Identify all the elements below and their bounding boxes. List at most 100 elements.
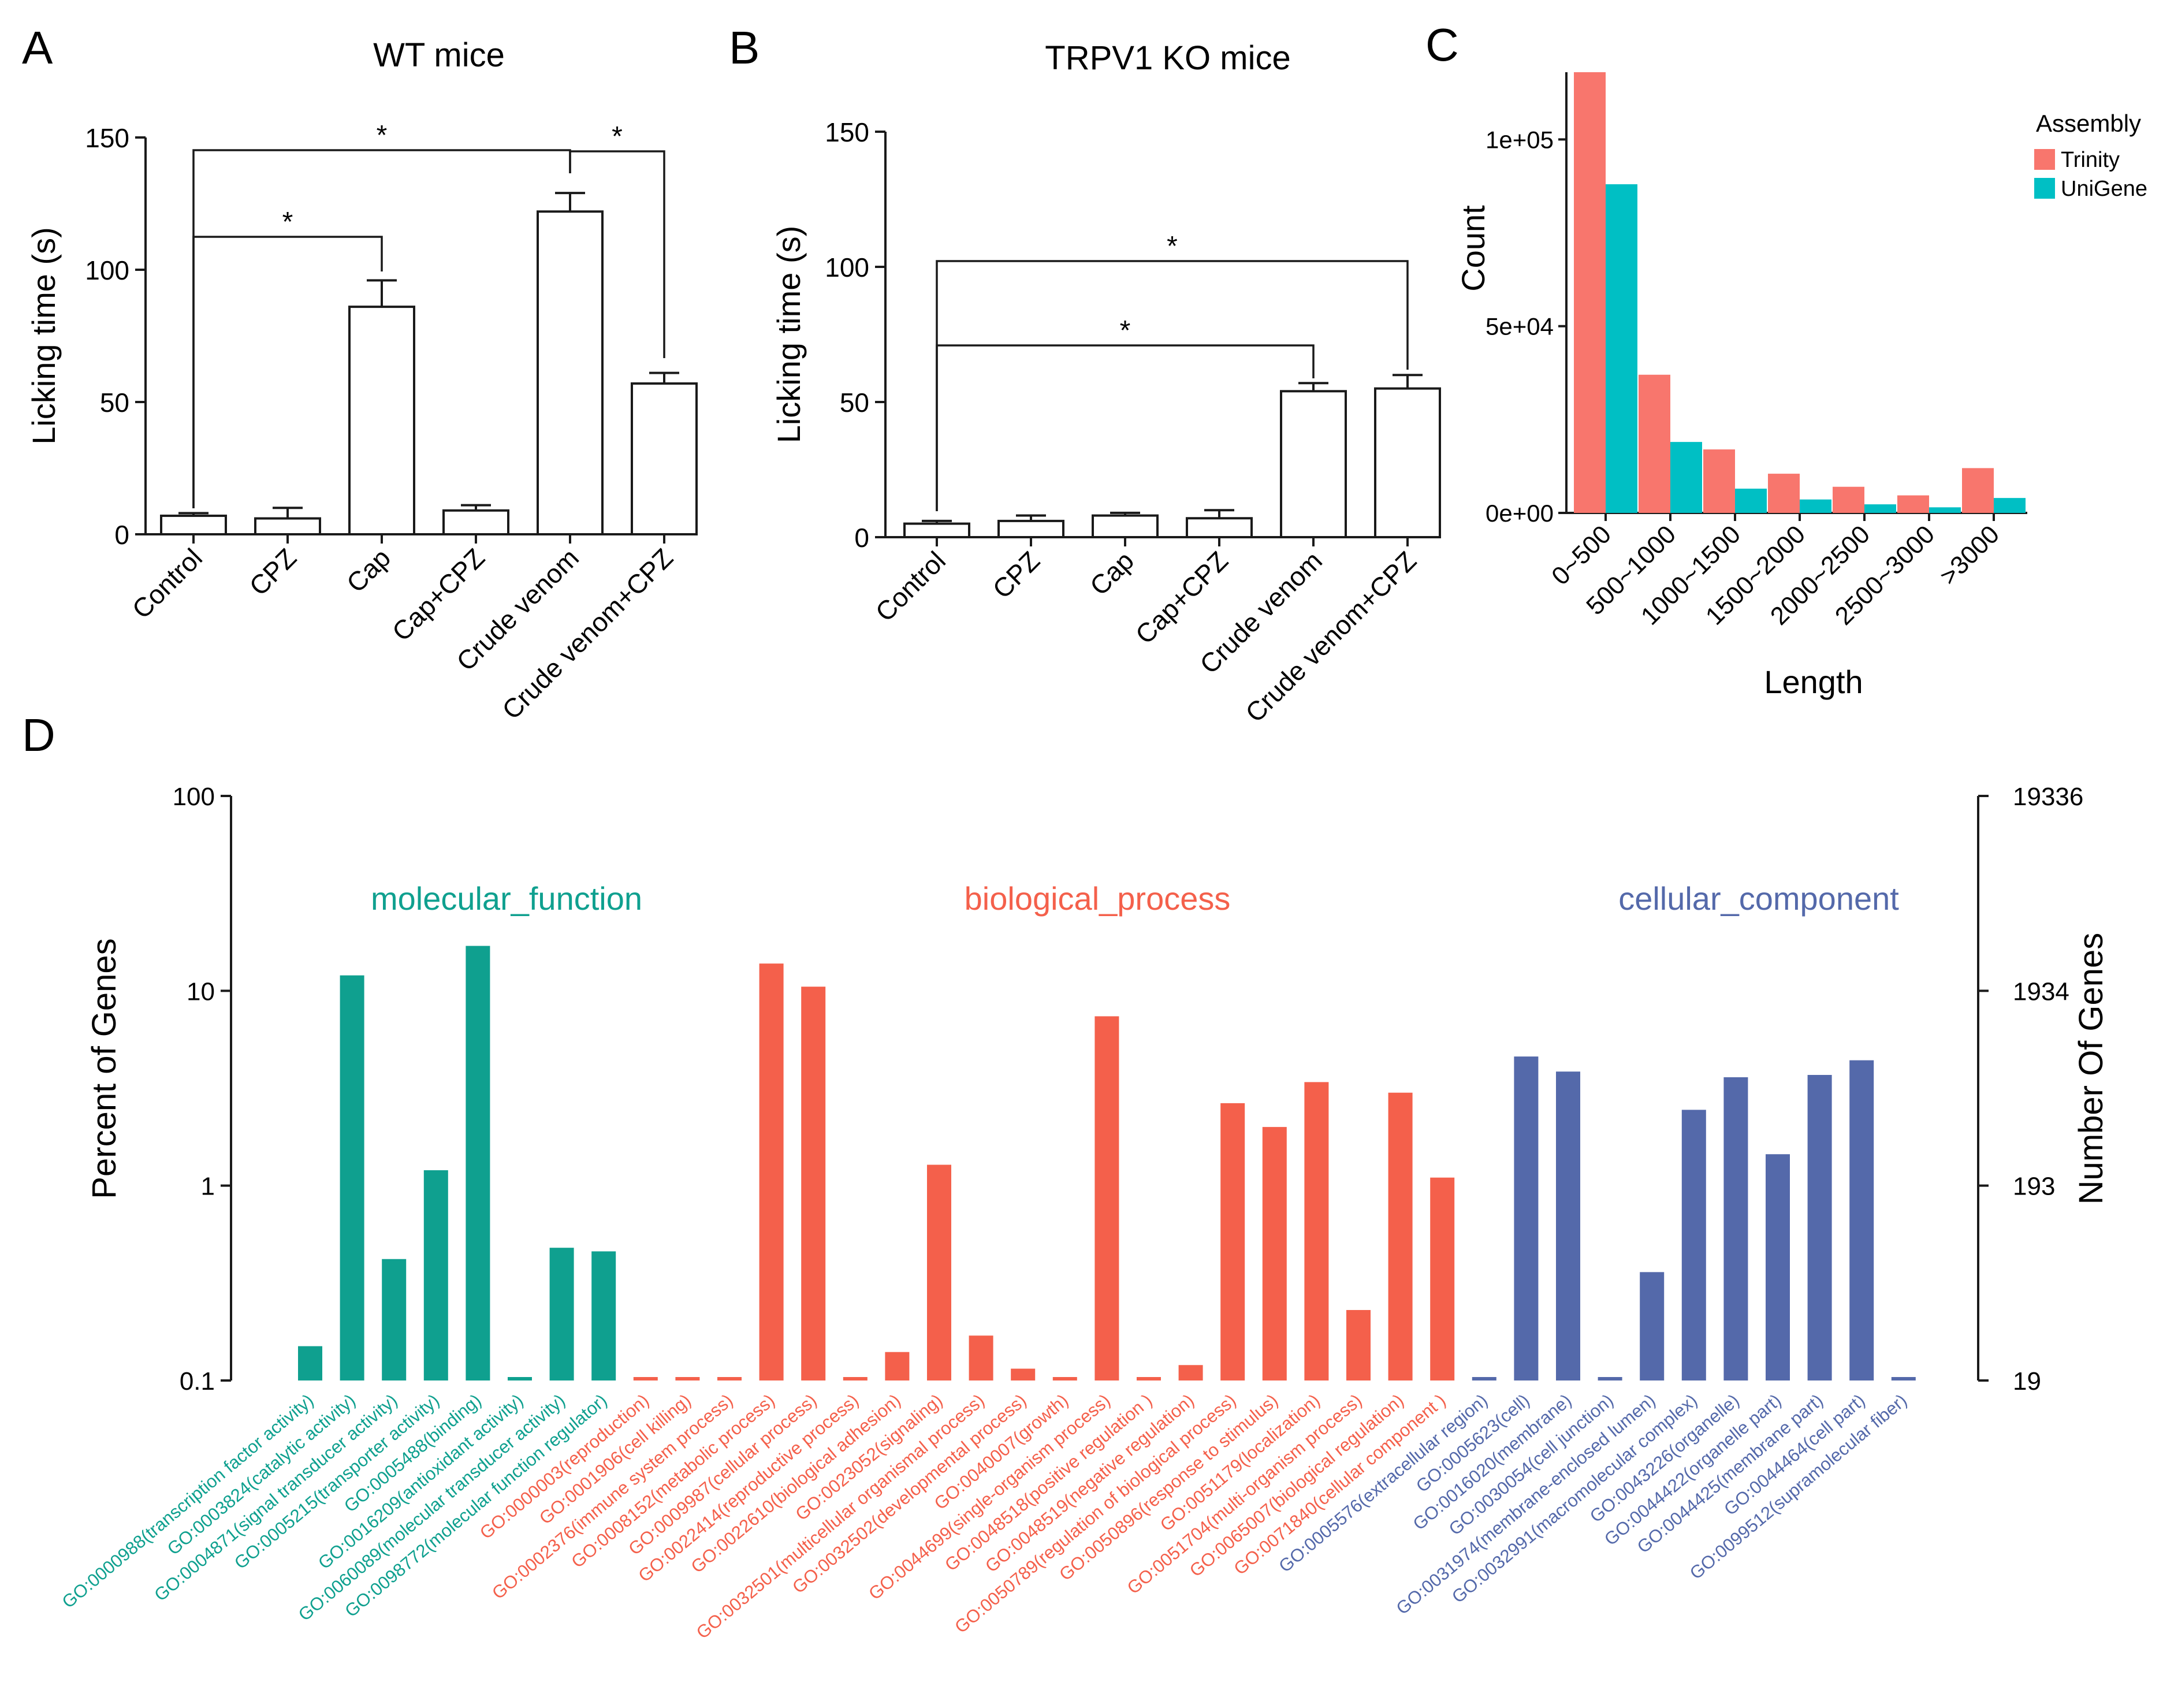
go-bar <box>1640 1272 1665 1380</box>
significance-star: * <box>1167 231 1178 262</box>
go-bar <box>340 975 364 1380</box>
y-axis-label: Licking time (s) <box>25 227 62 445</box>
panel-label-b: B <box>729 22 760 73</box>
bar <box>1374 387 1441 538</box>
histogram-bar-unigene <box>1929 507 1961 513</box>
y-tick-label: 150 <box>85 123 129 153</box>
go-bar <box>1262 1127 1287 1380</box>
y-tick-label: 50 <box>840 388 869 418</box>
go-bar <box>1766 1154 1790 1380</box>
go-bar <box>633 1377 658 1380</box>
go-bar <box>1891 1377 1916 1380</box>
histogram-bar-trinity <box>1574 72 1606 513</box>
x-tick-label: CPZ <box>986 545 1045 604</box>
histogram-bar-unigene <box>1735 488 1767 513</box>
bar <box>160 514 227 536</box>
x-tick-label: Cap <box>1084 545 1140 601</box>
go-bar <box>717 1377 742 1380</box>
go-bar <box>1052 1377 1077 1380</box>
go-bar <box>1807 1074 1832 1380</box>
significance-star: * <box>1120 315 1131 346</box>
y-tick-label: 1e+05 <box>1486 126 1554 153</box>
group-label-cellular-component: cellular_component <box>1618 880 1899 917</box>
go-bar <box>675 1377 700 1380</box>
y-tick-label: 1 <box>201 1173 215 1201</box>
y-tick-label: 100 <box>825 252 869 282</box>
x-tick-label: Crude venom+CPZ <box>1239 545 1422 728</box>
go-bar <box>549 1248 574 1380</box>
go-bar <box>508 1377 532 1380</box>
go-bar <box>1220 1103 1245 1380</box>
histogram-bar-trinity <box>1833 486 1864 513</box>
y-axis-label: Count <box>1455 205 1491 292</box>
legend-title: Assembly <box>2036 110 2141 137</box>
right-y-tick-label: 193 <box>2013 1173 2055 1201</box>
group-label-biological-process: biological_process <box>965 880 1231 917</box>
go-bar <box>759 963 784 1380</box>
panel-label-c: C <box>1425 19 1459 70</box>
y-tick-label: 5e+04 <box>1486 313 1554 340</box>
go-bar <box>298 1346 322 1380</box>
panel-label-d: D <box>22 709 55 761</box>
panel-b-chart: TRPV1 KO mice Licking time (s) 0 50 100 150 Co… <box>770 39 1441 728</box>
go-bar <box>885 1352 910 1380</box>
go-bar <box>1388 1092 1413 1380</box>
significance-star: * <box>282 207 293 237</box>
group-label-molecular-function: molecular_function <box>371 880 642 917</box>
y-axis-label: Licking time (s) <box>770 226 807 444</box>
go-bar <box>1346 1309 1371 1380</box>
histogram-bar-trinity <box>1897 495 1929 513</box>
bar <box>1092 514 1159 538</box>
y-tick-label: 50 <box>100 388 129 418</box>
legend-label-trinity: Trinity <box>2061 148 2120 172</box>
go-bar <box>1011 1368 1036 1380</box>
y-tick-label: 0e+00 <box>1486 500 1554 527</box>
histogram-bar-unigene <box>1994 498 2026 513</box>
histogram-bar-trinity <box>1639 374 1670 513</box>
go-bar <box>1472 1377 1496 1380</box>
bar <box>537 210 604 535</box>
histogram-bar-trinity <box>1703 449 1735 513</box>
right-y-axis-label: Number Of Genes <box>2072 933 2110 1205</box>
legend-swatch-unigene <box>2034 178 2055 199</box>
panel-a-title: WT mice <box>373 36 505 74</box>
go-bar <box>927 1164 951 1380</box>
significance-bracket <box>936 344 1315 511</box>
histogram-bar-trinity <box>1962 468 1994 513</box>
histogram-bar-unigene <box>1670 442 1702 513</box>
go-bar <box>1137 1377 1161 1380</box>
x-tick-label: Crude venom+CPZ <box>496 542 679 725</box>
y-tick-label: 150 <box>825 117 869 147</box>
right-y-tick-label: 19336 <box>2013 783 2083 811</box>
panel-b-title: TRPV1 KO mice <box>1045 39 1290 77</box>
panel-a-chart: WT mice Licking time (s) 0 50 100 150 Control C… <box>25 36 698 725</box>
legend-label-unigene: UniGene <box>2061 177 2147 201</box>
go-bar <box>382 1259 407 1380</box>
significance-bracket <box>569 150 665 358</box>
bar <box>1280 390 1347 539</box>
right-y-tick-label: 19 <box>2013 1367 2041 1396</box>
x-tick-label: Control <box>126 542 208 624</box>
x-tick-label: CPZ <box>243 542 302 601</box>
y-tick-label: 100 <box>173 783 215 811</box>
go-bar <box>1094 1016 1119 1380</box>
x-axis-label: Length <box>1764 664 1863 700</box>
significance-star: * <box>612 121 623 152</box>
x-tick-label: Cap <box>341 542 396 598</box>
bar <box>348 306 415 535</box>
histogram-bar-trinity <box>1768 474 1800 513</box>
go-bar <box>1849 1060 1874 1380</box>
y-axis-label: Percent of Genes <box>85 938 123 1199</box>
go-bar <box>1178 1365 1203 1380</box>
go-bar <box>591 1251 616 1380</box>
y-tick-label: 0 <box>854 523 869 553</box>
x-tick-label: >3000 <box>1934 520 2005 590</box>
go-bar <box>1430 1177 1455 1380</box>
bar <box>997 519 1064 538</box>
significance-bracket <box>936 260 1409 511</box>
y-tick-label: 100 <box>85 255 129 285</box>
legend-swatch-trinity <box>2034 149 2055 170</box>
bar <box>442 509 509 536</box>
y-tick-label: 10 <box>187 977 215 1006</box>
